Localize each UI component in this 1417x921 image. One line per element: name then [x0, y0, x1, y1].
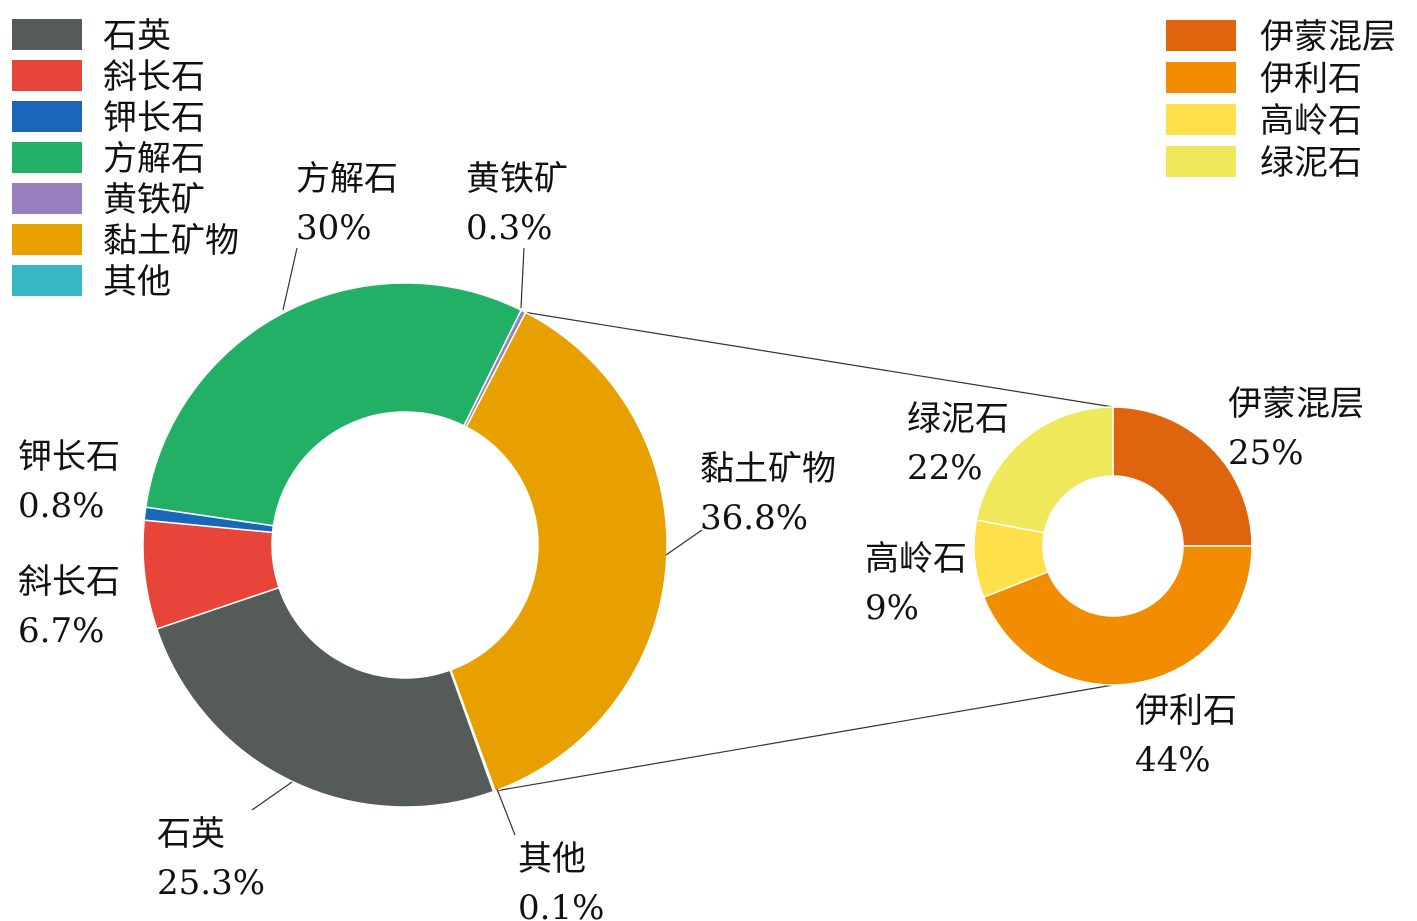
- leader-main-0: [251, 781, 293, 811]
- label-main-value-6: 0.1%: [518, 888, 604, 921]
- donut-main: [142, 282, 668, 808]
- slice-clay-1: [982, 545, 1253, 686]
- legend-clay-swatch-1: [1166, 62, 1236, 93]
- label-main-name-2: 钾长石: [18, 437, 120, 477]
- legend-clay-label-3: 绿泥石: [1260, 143, 1362, 183]
- legend-clay-swatch-0: [1166, 20, 1236, 51]
- label-clay-value-0: 25%: [1228, 433, 1304, 473]
- connector-line-bottom: [495, 684, 1114, 792]
- legend-main-swatch-2: [12, 101, 82, 132]
- legend-main-label-0: 石英: [103, 16, 171, 56]
- label-main-name-6: 其他: [518, 839, 586, 879]
- label-clay-name-2: 高岭石: [865, 539, 967, 579]
- leader-main-4: [520, 247, 525, 309]
- legend-main-swatch-1: [12, 60, 82, 91]
- label-main-name-3: 方解石: [296, 159, 398, 199]
- leader-main-5: [665, 529, 703, 556]
- legend-main-swatch-4: [12, 183, 82, 214]
- slice-main-3: [144, 282, 523, 527]
- legend-clay-swatch-2: [1166, 104, 1236, 135]
- label-clay-value-2: 9%: [865, 588, 919, 628]
- labels-clay: 伊蒙混层 25% 伊利石 44% 高岭石 9% 绿泥石 22%: [865, 384, 1364, 780]
- leader-main-6: [496, 788, 516, 836]
- label-main-name-0: 石英: [157, 814, 225, 854]
- legend-main-swatch-0: [12, 19, 82, 50]
- slice-main-0: [155, 586, 495, 808]
- label-clay-name-3: 绿泥石: [907, 399, 1009, 439]
- legend-clay-label-0: 伊蒙混层: [1260, 17, 1396, 57]
- legend-main-label-4: 黄铁矿: [103, 180, 205, 220]
- slice-main-5: [449, 311, 668, 792]
- label-main-value-1: 6.7%: [18, 611, 104, 651]
- slice-clay-3: [975, 406, 1114, 534]
- legend-main-label-5: 黏土矿物: [103, 221, 239, 261]
- donut-clay: [973, 406, 1253, 686]
- legend-main-label-3: 方解石: [103, 139, 205, 179]
- breakdown-connector-lines: [495, 311, 1114, 792]
- slice-clay-0: [1112, 406, 1253, 547]
- legend-main-label-2: 钾长石: [103, 98, 205, 138]
- label-main-value-0: 25.3%: [157, 863, 265, 903]
- label-main-value-4: 0.3%: [466, 208, 552, 248]
- legend-main-swatch-6: [12, 265, 82, 296]
- label-clay-name-1: 伊利石: [1135, 691, 1237, 731]
- leader-main-3: [282, 247, 298, 311]
- legend-clay-swatch-3: [1166, 146, 1236, 177]
- connector-line-top: [525, 311, 1114, 408]
- label-clay-value-3: 22%: [907, 448, 983, 488]
- label-clay-value-1: 44%: [1135, 740, 1211, 780]
- label-main-name-1: 斜长石: [18, 562, 120, 602]
- label-main-value-5: 36.8%: [700, 498, 808, 538]
- legend-clay-label-1: 伊利石: [1260, 59, 1362, 99]
- label-main-value-2: 0.8%: [18, 486, 104, 526]
- legend-main-label-1: 斜长石: [103, 57, 205, 97]
- legend-main-swatch-5: [12, 224, 82, 255]
- legend-main-swatch-3: [12, 142, 82, 173]
- label-main-name-4: 黄铁矿: [466, 159, 568, 199]
- label-main-name-5: 黏土矿物: [700, 449, 836, 489]
- label-clay-name-0: 伊蒙混层: [1228, 384, 1364, 424]
- slice-main-4: [462, 309, 527, 428]
- labels-main: 石英 25.3% 斜长石 6.7% 钾长石 0.8% 方解石 30% 黄铁矿 0.3% 黏土矿物 36…: [18, 159, 836, 921]
- legend-main-label-6: 其他: [103, 262, 171, 302]
- label-main-value-3: 30%: [296, 208, 372, 248]
- legend-clay-label-2: 高岭石: [1260, 101, 1362, 141]
